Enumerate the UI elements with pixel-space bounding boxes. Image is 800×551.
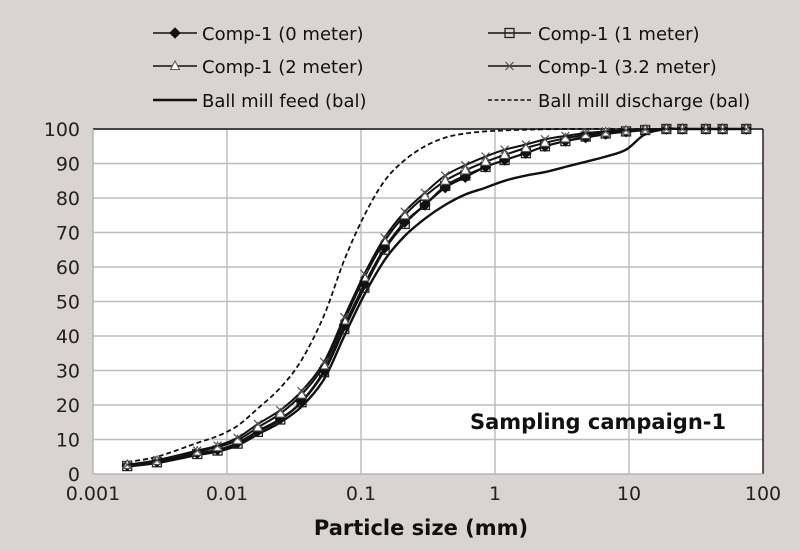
data-point-x: [319, 357, 329, 367]
y-tick-label: 40: [56, 326, 80, 348]
data-point-diamond: [459, 171, 471, 184]
legend-item: Comp-1 (2 meter): [153, 57, 364, 78]
y-tick-label: 100: [44, 119, 80, 141]
legend-marker-x: [505, 61, 514, 71]
data-point-triangle: [459, 164, 471, 175]
data-point-x: [275, 405, 285, 415]
data-point-x: [677, 124, 687, 134]
data-point-x: [297, 386, 306, 396]
data-point-x: [152, 455, 162, 465]
data-point-x: [481, 152, 490, 162]
legend: Comp-1 (0 meter) Comp-1 (1 meter) Comp-1 (…: [153, 24, 750, 112]
data-point-triangle: [439, 174, 451, 185]
data-point-triangle: [480, 155, 491, 166]
legend-item: Ball mill discharge (bal): [488, 91, 750, 112]
x-tick-label: 10: [617, 483, 641, 505]
legend-marker-square: [504, 27, 515, 39]
data-point-x: [122, 460, 132, 470]
y-tick-label: 90: [56, 154, 80, 176]
data-point-x: [581, 128, 591, 138]
data-point-x: [560, 131, 570, 141]
y-tick-label: 60: [56, 257, 80, 279]
legend-label: Comp-1 (1 meter): [538, 24, 700, 45]
legend-marker-diamond: [169, 27, 181, 39]
legend-label: Ball mill feed (bal): [202, 91, 367, 112]
legend-label: Comp-1 (3.2 meter): [538, 57, 717, 78]
data-point-diamond: [439, 181, 451, 194]
data-point-x: [253, 419, 263, 429]
legend-item: Ball mill feed (bal): [153, 91, 367, 112]
data-point-diamond: [295, 395, 308, 408]
series-layer: [121, 122, 752, 472]
data-point-x: [601, 126, 611, 136]
data-point-x: [500, 145, 510, 155]
data-point-x: [192, 446, 202, 455]
y-tick-label: 30: [56, 361, 80, 383]
data-point-x: [661, 124, 671, 134]
data-point-diamond: [419, 199, 431, 211]
data-point-x: [440, 171, 450, 180]
x-tick-label: 1: [489, 483, 501, 505]
y-tick-labels: 0 10 20 30 40 50 60 70 80 90 100: [44, 119, 80, 486]
legend-label: Comp-1 (2 meter): [202, 57, 364, 78]
legend-marker-triangle: [169, 59, 181, 70]
data-point-x: [540, 134, 550, 144]
y-tick-label: 50: [56, 292, 80, 314]
x-tick-label: 0.01: [206, 483, 248, 505]
y-tick-label: 20: [56, 395, 80, 417]
legend-label: Ball mill discharge (bal): [538, 91, 750, 112]
x-tick-label: 0.001: [66, 483, 120, 505]
legend-item: Comp-1 (1 meter): [488, 24, 700, 45]
data-point-x: [640, 124, 650, 134]
x-tick-label: 100: [745, 483, 781, 505]
data-point-x: [213, 441, 222, 451]
data-point-x: [420, 188, 430, 198]
data-point-x: [233, 433, 243, 443]
y-tick-label: 10: [56, 430, 80, 452]
y-tick-label: 70: [56, 223, 80, 245]
x-axis-title: Particle size (mm): [314, 516, 528, 540]
data-point-x: [359, 269, 369, 279]
data-point-x: [380, 233, 390, 243]
y-tick-label: 80: [56, 188, 80, 210]
annotation-sampling-campaign: Sampling campaign-1: [470, 410, 726, 434]
data-point-x: [521, 140, 531, 149]
legend-label: Comp-1 (0 meter): [202, 24, 364, 45]
y-tick-label: 0: [68, 464, 80, 486]
data-point-x: [701, 124, 711, 134]
data-point-x: [460, 160, 470, 170]
data-point-x: [621, 125, 631, 135]
x-tick-label: 0.1: [346, 483, 376, 505]
data-point-x: [718, 124, 728, 134]
data-point-x: [741, 124, 751, 134]
data-point-triangle: [499, 148, 510, 159]
legend-item: Comp-1 (3.2 meter): [488, 57, 717, 78]
x-tick-labels: 0.001 0.01 0.1 1 10 100: [66, 483, 781, 505]
data-point-x: [339, 312, 349, 322]
series-comp-1-3-2-meter: [122, 124, 751, 470]
legend-item: Comp-1 (0 meter): [153, 24, 364, 45]
data-point-x: [400, 207, 410, 217]
